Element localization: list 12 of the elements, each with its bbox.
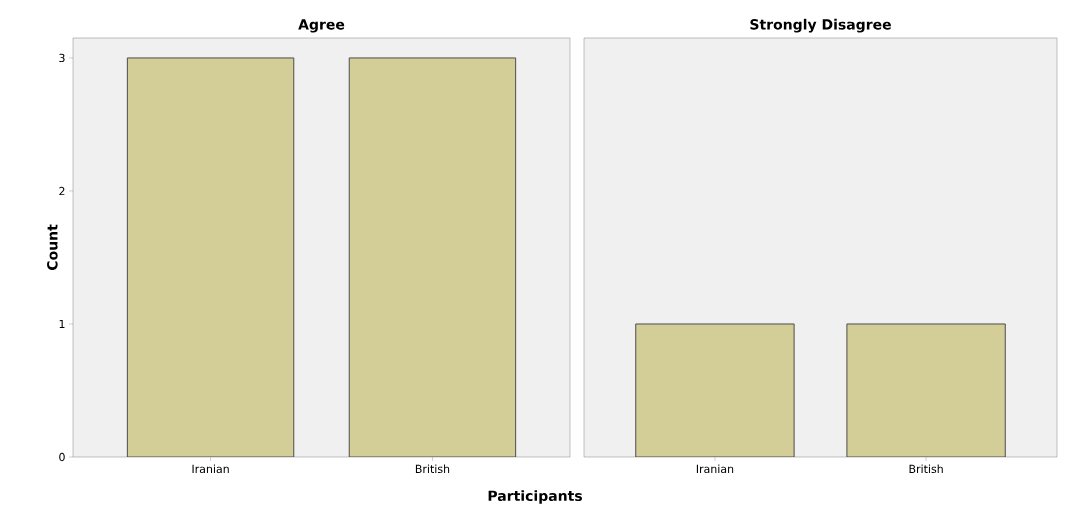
- x-tick-label: Iranian: [192, 464, 229, 474]
- x-tick-label: British: [415, 464, 450, 474]
- y-tick-label: 3: [59, 53, 65, 63]
- y-tick-label: 1: [59, 319, 65, 328]
- y-tick-label: 2: [59, 186, 65, 196]
- chart-title: Agree: [298, 19, 345, 33]
- y-axis-title: Count: [47, 224, 58, 271]
- y-tick-label: 0: [59, 452, 65, 462]
- x-axis-title: Participants: [488, 490, 583, 504]
- chart-title: Strongly Disagree: [750, 18, 891, 33]
- x-tick-label: Iranian: [696, 464, 734, 474]
- x-tick-label: British: [909, 464, 943, 474]
